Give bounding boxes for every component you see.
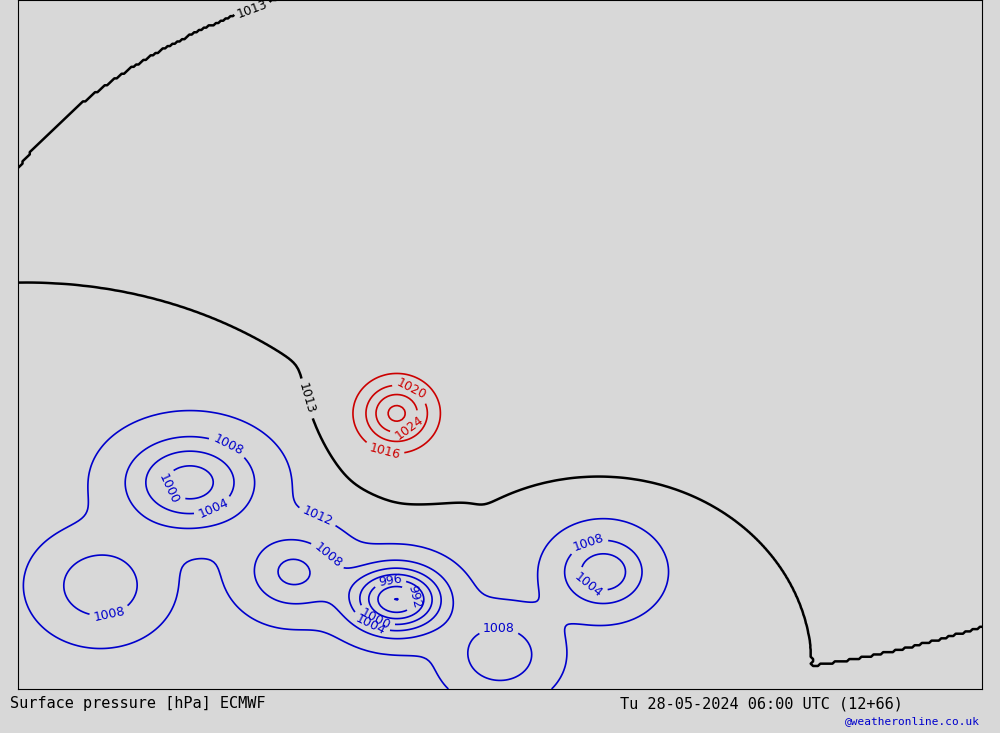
Text: 1008: 1008 [311,540,344,570]
Text: Tu 28-05-2024 06:00 UTC (12+66): Tu 28-05-2024 06:00 UTC (12+66) [620,696,903,711]
Text: 992: 992 [405,584,424,610]
Text: 1020: 1020 [395,376,429,402]
Text: 1004: 1004 [354,612,388,638]
Text: Surface pressure [hPa] ECMWF: Surface pressure [hPa] ECMWF [10,696,266,711]
Text: 1008: 1008 [571,531,605,554]
Text: 1008: 1008 [93,605,126,625]
Text: 1000: 1000 [156,471,181,506]
Text: 996: 996 [377,572,403,589]
Text: 1004: 1004 [196,496,231,521]
Text: @weatheronline.co.uk: @weatheronline.co.uk [845,715,980,726]
Text: 1012: 1012 [300,504,335,529]
Text: 1008: 1008 [483,622,515,635]
Text: 1008: 1008 [211,432,245,458]
Text: 1024: 1024 [393,413,426,443]
Text: 1004: 1004 [572,570,605,600]
Text: 1016: 1016 [367,441,401,462]
Text: 1013: 1013 [296,382,317,416]
Text: 1000: 1000 [358,606,393,633]
Text: 1013: 1013 [235,0,269,21]
